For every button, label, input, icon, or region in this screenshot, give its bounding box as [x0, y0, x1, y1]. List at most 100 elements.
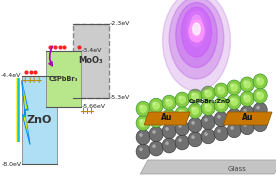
Circle shape [256, 91, 264, 100]
Circle shape [214, 83, 228, 98]
Text: ZnO: ZnO [27, 115, 52, 125]
Ellipse shape [193, 23, 200, 35]
Ellipse shape [176, 2, 217, 67]
Circle shape [175, 92, 189, 107]
Text: -8.0eV: -8.0eV [1, 162, 21, 167]
Circle shape [165, 141, 169, 145]
Text: -2.3eV: -2.3eV [110, 21, 130, 26]
Circle shape [243, 94, 247, 98]
Text: -4.4eV: -4.4eV [1, 73, 21, 78]
Circle shape [162, 109, 176, 124]
Circle shape [217, 86, 225, 95]
Polygon shape [140, 160, 276, 174]
Circle shape [214, 97, 228, 112]
Circle shape [214, 112, 228, 126]
Circle shape [178, 110, 186, 118]
Circle shape [227, 108, 241, 123]
Circle shape [256, 120, 260, 124]
Ellipse shape [169, 0, 224, 79]
Circle shape [230, 98, 234, 101]
Circle shape [162, 124, 176, 139]
Circle shape [191, 92, 195, 96]
Circle shape [188, 89, 202, 104]
Circle shape [178, 110, 182, 114]
Circle shape [204, 104, 212, 112]
Circle shape [230, 83, 238, 92]
Circle shape [136, 115, 150, 130]
Text: -3.4eV: -3.4eV [82, 48, 102, 53]
Circle shape [243, 123, 247, 127]
Text: Au: Au [160, 113, 172, 122]
Circle shape [191, 135, 195, 139]
Circle shape [178, 95, 186, 104]
Bar [46, 51, 81, 107]
Bar [73, 24, 109, 98]
Text: MoO₃: MoO₃ [79, 56, 103, 65]
Circle shape [178, 138, 182, 142]
Circle shape [139, 147, 143, 151]
Circle shape [152, 116, 156, 120]
Circle shape [217, 101, 225, 109]
Circle shape [204, 132, 208, 136]
Circle shape [188, 118, 202, 133]
Circle shape [201, 86, 215, 101]
Text: +: + [26, 76, 32, 85]
Circle shape [162, 138, 176, 153]
Circle shape [240, 120, 254, 135]
Circle shape [204, 104, 208, 107]
Circle shape [139, 105, 147, 113]
Ellipse shape [187, 12, 206, 46]
Bar [18, 78, 20, 142]
Circle shape [256, 77, 260, 81]
Circle shape [162, 95, 176, 110]
Circle shape [227, 123, 241, 138]
Circle shape [253, 102, 267, 117]
Circle shape [227, 80, 241, 95]
Circle shape [253, 88, 267, 103]
Circle shape [165, 98, 169, 102]
Circle shape [191, 107, 195, 111]
Text: -5.66eV: -5.66eV [82, 104, 106, 109]
Circle shape [165, 98, 173, 107]
Circle shape [253, 74, 267, 89]
Circle shape [139, 133, 143, 137]
Circle shape [188, 103, 202, 118]
Circle shape [165, 113, 173, 121]
Circle shape [240, 91, 254, 106]
Circle shape [191, 121, 195, 125]
Circle shape [139, 119, 147, 127]
Circle shape [243, 80, 247, 84]
Circle shape [217, 115, 221, 119]
Circle shape [136, 144, 150, 159]
Polygon shape [23, 84, 29, 137]
Text: +: + [35, 76, 41, 85]
Polygon shape [223, 112, 272, 125]
Ellipse shape [163, 0, 230, 91]
Circle shape [136, 130, 150, 145]
Circle shape [149, 98, 163, 113]
Circle shape [175, 121, 189, 136]
Text: Glass: Glass [227, 166, 246, 172]
Text: Au: Au [242, 113, 253, 122]
Circle shape [227, 94, 241, 109]
Ellipse shape [181, 7, 212, 57]
Circle shape [201, 129, 215, 144]
Circle shape [136, 101, 150, 116]
Circle shape [178, 95, 182, 99]
Circle shape [240, 105, 254, 120]
Circle shape [230, 83, 234, 87]
Circle shape [240, 77, 254, 92]
Circle shape [230, 98, 238, 106]
Circle shape [256, 91, 260, 95]
Circle shape [256, 77, 264, 86]
Text: +: + [87, 107, 94, 116]
Circle shape [253, 117, 267, 132]
Circle shape [149, 141, 163, 156]
Text: +: + [21, 76, 27, 85]
Bar [17, 78, 19, 142]
Circle shape [201, 115, 215, 130]
Text: +: + [83, 107, 90, 116]
Circle shape [165, 113, 169, 117]
Circle shape [217, 101, 221, 104]
Circle shape [230, 126, 234, 130]
